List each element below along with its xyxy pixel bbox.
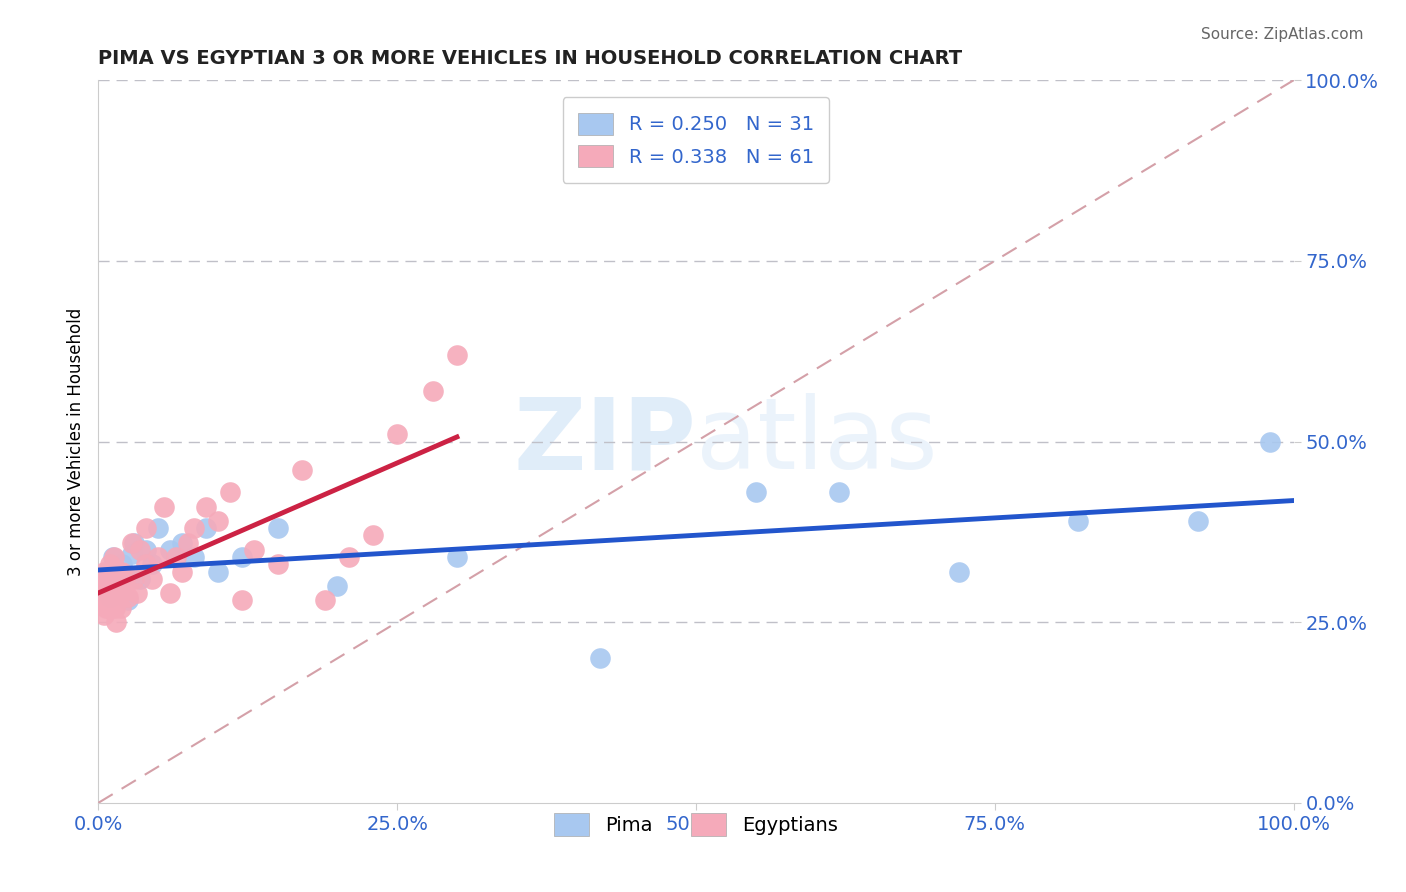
Point	[267, 521, 290, 535]
Point	[135, 542, 157, 557]
Point	[385, 427, 409, 442]
Point	[148, 521, 170, 535]
Point	[141, 558, 163, 572]
Point	[124, 535, 146, 549]
Point	[129, 572, 152, 586]
Point	[121, 535, 143, 549]
Point	[97, 579, 120, 593]
Point	[107, 593, 129, 607]
Point	[108, 582, 131, 597]
Point	[107, 565, 129, 579]
Point	[291, 463, 314, 477]
Point	[110, 600, 132, 615]
Point	[94, 579, 117, 593]
Point	[589, 651, 612, 665]
Point	[103, 582, 125, 597]
Point	[326, 579, 349, 593]
Point	[98, 558, 122, 572]
Point	[231, 593, 253, 607]
Point	[828, 485, 851, 500]
Text: atlas: atlas	[696, 393, 938, 490]
Point	[153, 500, 176, 514]
Point	[195, 500, 218, 514]
Point	[98, 572, 121, 586]
Point	[125, 586, 148, 600]
Point	[135, 521, 157, 535]
Point	[108, 582, 131, 597]
Point	[207, 514, 229, 528]
Point	[105, 579, 128, 593]
Point	[101, 572, 124, 586]
Point	[121, 547, 143, 561]
Point	[96, 572, 118, 586]
Point	[219, 485, 242, 500]
Point	[177, 535, 200, 549]
Point	[148, 550, 170, 565]
Point	[107, 572, 129, 586]
Point	[111, 565, 134, 579]
Point	[96, 586, 118, 600]
Text: PIMA VS EGYPTIAN 3 OR MORE VEHICLES IN HOUSEHOLD CORRELATION CHART: PIMA VS EGYPTIAN 3 OR MORE VEHICLES IN H…	[98, 48, 963, 68]
Point	[1187, 514, 1209, 528]
Point	[90, 586, 112, 600]
Point	[98, 590, 122, 604]
Point	[97, 565, 120, 579]
Point	[114, 568, 136, 582]
Point	[97, 565, 120, 579]
Point	[207, 565, 229, 579]
Point	[114, 575, 136, 590]
Point	[165, 550, 187, 565]
Point	[339, 550, 361, 565]
Point	[105, 615, 128, 630]
Point	[104, 600, 127, 615]
Point	[172, 535, 194, 549]
Point	[103, 550, 125, 565]
Point	[243, 542, 266, 557]
Point	[124, 572, 146, 586]
Point	[159, 542, 181, 557]
Point	[111, 558, 134, 572]
Point	[93, 579, 115, 593]
Point	[1067, 514, 1090, 528]
Point	[94, 600, 117, 615]
Text: ZIP: ZIP	[513, 393, 696, 490]
Point	[446, 348, 468, 362]
Point	[446, 550, 468, 565]
Point	[91, 593, 114, 607]
Point	[363, 528, 385, 542]
Point	[159, 586, 181, 600]
Legend: Pima, Egyptians: Pima, Egyptians	[547, 805, 845, 844]
Point	[231, 550, 253, 565]
Point	[172, 565, 194, 579]
Point	[183, 521, 205, 535]
Point	[91, 572, 114, 586]
Point	[135, 558, 157, 572]
Text: Source: ZipAtlas.com: Source: ZipAtlas.com	[1201, 27, 1364, 42]
Point	[195, 521, 218, 535]
Point	[141, 572, 163, 586]
Point	[93, 607, 115, 622]
Point	[1258, 434, 1281, 449]
Y-axis label: 3 or more Vehicles in Household: 3 or more Vehicles in Household	[66, 308, 84, 575]
Point	[93, 565, 115, 579]
Point	[105, 572, 128, 586]
Point	[315, 593, 337, 607]
Point	[117, 590, 139, 604]
Point	[111, 586, 134, 600]
Point	[129, 542, 152, 557]
Point	[98, 600, 122, 615]
Point	[422, 384, 444, 398]
Point	[117, 593, 139, 607]
Point	[267, 558, 290, 572]
Point	[745, 485, 768, 500]
Point	[101, 590, 124, 604]
Point	[183, 550, 205, 565]
Point	[948, 565, 970, 579]
Point	[100, 579, 122, 593]
Point	[98, 582, 122, 597]
Point	[101, 550, 124, 565]
Point	[98, 593, 121, 607]
Point	[100, 565, 122, 579]
